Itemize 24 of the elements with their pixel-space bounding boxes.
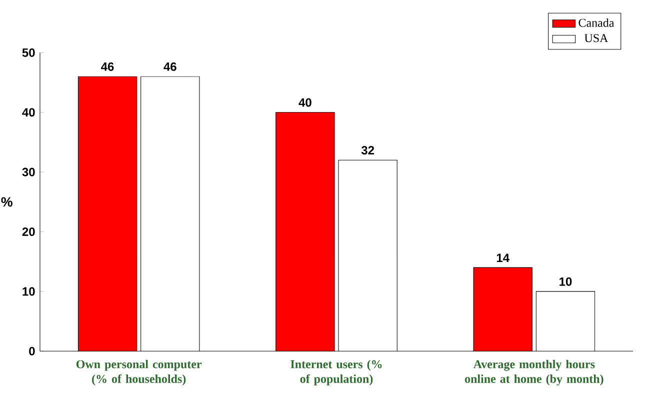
data-label: 46 [101, 62, 114, 72]
y-axis-title: % [1, 197, 12, 207]
y-tick-label: 50 [22, 48, 35, 57]
y-tick-label: 0 [29, 347, 35, 356]
bar [473, 267, 532, 352]
x-tick-label: Own personal computer (% of households) [76, 360, 202, 386]
data-label: 32 [361, 146, 374, 155]
y-tick-label: 20 [22, 228, 35, 236]
y-tick-label: 30 [22, 168, 35, 176]
y-tick-label: 10 [22, 287, 35, 296]
legend-label: Canada [578, 18, 614, 28]
x-tick-label: Average monthly hours online at home (by month) [464, 360, 604, 386]
bar [338, 160, 398, 352]
data-label: 14 [496, 254, 510, 262]
bar [536, 291, 596, 352]
legend-label: USA [584, 34, 608, 42]
x-tick-label: Internet users (% of population) [290, 360, 382, 386]
bar [276, 112, 334, 352]
bar [140, 76, 200, 352]
data-label: 40 [298, 98, 312, 107]
data-label: 10 [560, 277, 572, 286]
bar [78, 76, 137, 352]
y-tick-label: 40 [22, 108, 35, 117]
data-label: 46 [164, 62, 176, 72]
